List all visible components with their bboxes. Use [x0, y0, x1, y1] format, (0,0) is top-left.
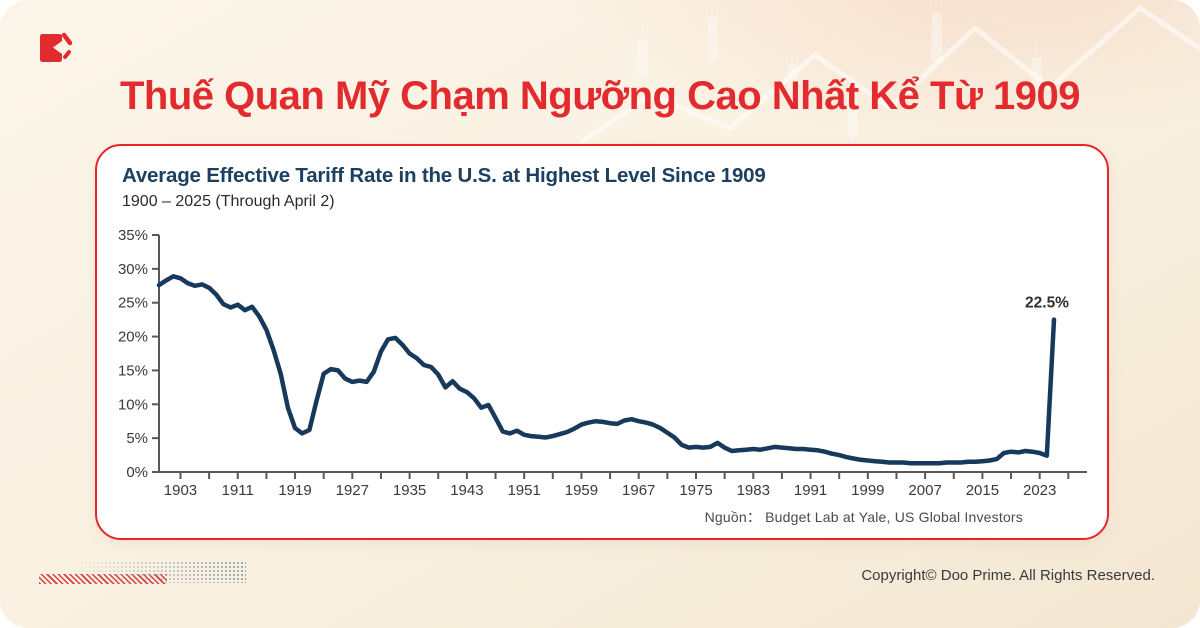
x-tick-label: 1919	[278, 482, 311, 499]
x-tick-label: 2023	[1023, 482, 1056, 499]
x-tick-label: 2015	[966, 482, 999, 499]
page-title: Thuế Quan Mỹ Chạm Ngưỡng Cao Nhất Kể Từ …	[119, 74, 1081, 118]
y-tick-label: 5%	[126, 430, 148, 447]
source-note: Nguồn： Budget Lab at Yale, US Global Inv…	[704, 509, 1023, 525]
x-tick-label: 1943	[450, 482, 483, 499]
y-tick-label: 0%	[126, 464, 148, 481]
chart-card: Average Effective Tariff Rate in the U.S…	[95, 144, 1109, 540]
y-tick-label: 20%	[118, 329, 148, 346]
doo-prime-logo	[40, 31, 74, 67]
tariff-rate-line	[156, 274, 1057, 466]
x-tick-label: 1951	[507, 482, 540, 499]
x-tick-label: 1911	[222, 482, 254, 499]
y-tick-label: 15%	[118, 362, 148, 379]
tariff-line-chart: 0% 5% 10% 15% 20% 25% 30% 35% 1903 1911 1919 1927 19…	[118, 227, 1087, 499]
y-tick-label: 30%	[118, 261, 148, 278]
copyright-text: Copyright© Doo Prime. All Rights Reserve…	[861, 567, 1155, 584]
x-tick-label: 1975	[679, 482, 712, 499]
annotation-22-5: 22.5%	[1025, 295, 1069, 312]
y-tick-label: 25%	[118, 295, 148, 312]
x-tick-label: 1999	[851, 482, 884, 499]
x-tick-label: 1935	[393, 482, 426, 499]
x-tick-label: 1983	[737, 482, 770, 499]
chart-subtitle: 1900 – 2025 (Through April 2)	[122, 193, 335, 210]
x-tick-label: 1959	[565, 482, 598, 499]
y-tick-label: 10%	[118, 396, 148, 413]
x-tick-label: 1903	[164, 482, 197, 499]
x-tick-label: 1991	[794, 482, 827, 499]
y-tick-label: 35%	[118, 227, 148, 244]
x-tick-label: 2007	[908, 482, 941, 499]
chart-title: Average Effective Tariff Rate in the U.S…	[122, 164, 766, 187]
logo-square	[40, 34, 62, 62]
dot-matrix-decoration	[80, 561, 246, 583]
x-tick-label: 1927	[336, 482, 369, 499]
x-tick-label: 1967	[622, 482, 655, 499]
